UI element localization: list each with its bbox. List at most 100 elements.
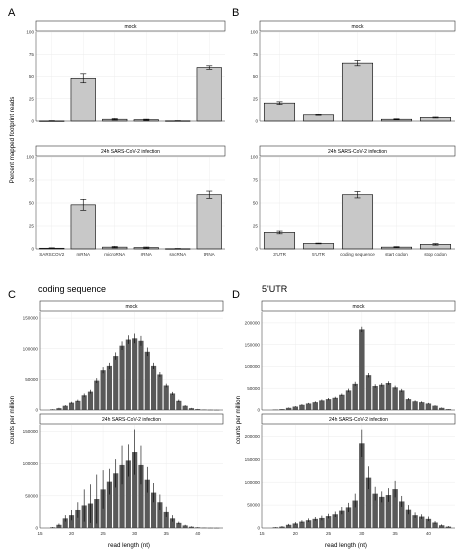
panel-d-x-tick-label: 20 [293,531,299,536]
panel-d-facet-1-strip-label: 24h SARS-CoV-2 infection [329,417,388,423]
panel-d-facet-0-bar-3 [292,406,299,410]
panel-c-facet-0-bar-14 [138,340,144,410]
panel-b-facet-1-bar-0 [263,232,296,250]
panel-b-facet-0-y-tick-label: 75 [253,52,259,57]
panel-d-facet-0-bar-22 [418,402,425,410]
panel-d-facet-1-bar-12 [352,500,358,528]
panel-c-facet-1-bar-15 [144,479,150,528]
panel-c-facet-1-bar-21 [182,525,188,528]
panel-b-facet-0-y-tick-label: 25 [253,96,259,101]
panel-c-facet-0-y-tick-label: 0 [35,408,38,413]
panel-d-facet-0-y-tick-label: 0 [257,408,260,413]
panel-d-facet-0-bar-15 [372,386,378,410]
panel-d-facet-0-bar-11 [345,390,352,410]
panel-b-facet-1-strip-label: 24h SARS-CoV-2 infection [328,149,387,155]
panel-c-facet-1-bar-16 [150,492,157,528]
panel-d-facet-1-y-tick-label: 200000 [245,434,261,439]
panel-d-facet-0-bar-6 [312,402,318,410]
panel-c-facet-1-bar-22 [188,526,195,528]
panel-c-facet-0-y-tick-label: 50000 [25,377,38,382]
panel-d-facet-1-bar-25 [438,525,445,528]
panel-c-y-axis-label: counts per million [9,395,16,444]
panel-d-facet-1-bar-7 [319,517,325,528]
panel-d-facet-0-bar-12 [352,383,358,410]
panel-d-facet-1-bar-16 [379,496,385,528]
panel-b-x-tick-label-3: start codon [385,252,408,257]
panel-d-facet-1-bar-1 [279,526,285,528]
panel-a-facet-1-y-tick-label: 75 [29,178,35,183]
panel-a-facet-0-y-tick-label: 25 [29,96,35,101]
panel-c-facet-0-bar-4 [75,400,81,410]
panel-c-facet-0-bar-6 [87,391,94,410]
panel-c-facet-1-bar-2 [62,518,68,528]
panel-c-facet-0-bar-18 [163,385,169,410]
panel-d-facet-0-bar-10 [339,394,345,410]
panel-d-facet-0-bar-21 [412,401,418,410]
panel-a-facet-1-y-tick-label: 100 [26,155,34,160]
panel-b-x-tick-label-4: stop codon [424,252,447,257]
panel-c-title: coding sequence [38,284,106,294]
panel-d-facet-1-bar-3 [292,523,299,528]
panel-a-facet-0-strip-box [35,20,226,32]
panel-a-facet-0-strip-label: mock [125,24,137,30]
plot-area: mock 0 25 50 75 100 24h SARS-CoV-2 infection 0 2… [23,20,456,536]
panel-d-facet-1-bar-21 [412,515,418,528]
panel-b-facet-1-bar-1 [302,243,335,250]
panel-c-facet-0-bar-15 [144,351,150,410]
panel-c-facet-0-bar-3 [68,402,75,410]
panel-d-facet-1-bar-6 [312,518,318,528]
panel-d-facet-0-y-tick-label: 50000 [247,386,260,391]
panel-c-facet-0-strip-box [39,300,224,312]
panel-c-x-tick-label: 40 [195,531,201,536]
panel-c-facet-0-bar-2 [62,405,68,410]
panel-c-facet-1-y-tick-label: 100000 [23,461,39,466]
panel-a-facet-1-strip-box [35,145,226,157]
panel-d-facet-1-bar-24 [432,522,438,528]
panel-a-facet-0-y-tick-label: 50 [29,74,35,79]
panel-b-x-tick-label-0: 3'UTR [273,252,287,257]
panel-c-facet-1-y-tick-label: 50000 [25,493,38,498]
panel-c-facet-0-bar-20 [176,400,182,410]
panel-a-facet-1-y-tick-label: 25 [29,224,35,229]
panel-d-facet-1-bar-20 [405,509,412,528]
panel-b-facet-1-y-tick-label: 100 [250,155,258,160]
panel-d-facet-1-bar-5 [305,520,312,528]
panel-d-facet-0-bar-26 [445,409,452,410]
panel-d-facet-1-bar-8 [325,516,332,528]
panel-d-facet-0-bar-18 [392,387,398,410]
panel-d-facet-1-bar-9 [332,514,338,528]
panel-a-facet-1-y-tick-label: 0 [31,247,34,252]
panel-a-facet-1-y-tick-label: 50 [29,201,35,206]
panel-c-facet-1-y-tick-label: 150000 [23,429,39,434]
panel-d-facet-1-bar-11 [345,507,352,528]
panel-d-facet-0-bar-23 [425,403,432,410]
panel-d-facet-0-strip-box [261,300,456,312]
panel-b-facet-1-bar-2 [341,194,374,250]
panel-b-facet-0-y-tick-label: 0 [255,119,258,124]
panel-b-facet-0-y-tick-label: 100 [250,30,258,35]
panel-c-facet-0-bar-22 [188,408,195,410]
panel-b-facet-0-strip-label: mock [352,24,364,30]
panel-c-facet-0-bar-5 [81,395,87,410]
panel-c-facet-1-bar-20 [176,522,182,528]
panel-c-facet-1-bar-3 [68,515,75,528]
panel-d-facet-0-bar-20 [405,399,412,410]
panel-b-x-tick-label-1: 5'UTR [312,252,326,257]
panel-d-x-tick-label: 30 [359,531,365,536]
panel-d-facet-0-bar-5 [305,403,312,410]
panel-d-facet-1-bar-22 [418,516,425,528]
panel-c-facet-0-bar-12 [125,339,131,410]
panel-c-facet-1-strip-label: 24h SARS-CoV-2 infection [102,417,161,423]
panel-c-facet-1-bar-9 [106,481,113,528]
panel-d-x-tick-label: 25 [326,531,332,536]
panel-d-facet-1-bar-14 [365,477,372,528]
panel-c-facet-1-bar-13 [132,452,138,528]
panel-letter-a: A [8,7,16,19]
panel-c-facet-0-bar-9 [106,365,113,410]
panel-c-facet-1-bar-19 [169,518,176,528]
panel-d-x-tick-label: 40 [426,531,432,536]
panel-d-facet-0-bar-17 [385,382,392,410]
panel-d-facet-0-bar-7 [319,400,325,410]
panel-b-facet-0-bar-0 [263,102,296,122]
